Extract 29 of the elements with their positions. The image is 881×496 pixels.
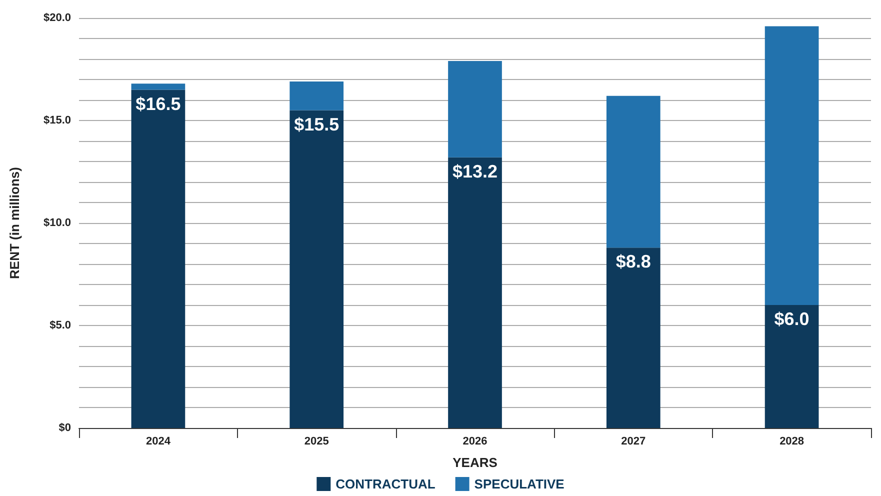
y-tick-label: $15.0 (43, 114, 71, 126)
data-label: $13.2 (452, 161, 498, 182)
legend-label: SPECULATIVE (474, 476, 565, 492)
x-tick-label: 2027 (621, 436, 646, 448)
bar (606, 96, 660, 248)
bar (764, 305, 819, 428)
bar (290, 110, 344, 428)
legend-label: CONTRACTUAL (336, 476, 436, 492)
data-label: $16.5 (136, 94, 181, 114)
y-tick-label: $0 (58, 422, 71, 434)
y-tick-label: $20.0 (43, 12, 71, 24)
data-label: $8.8 (616, 252, 651, 272)
x-tick-label: 2026 (462, 436, 488, 448)
y-tick-label: $5.0 (50, 320, 71, 332)
bar (606, 248, 660, 428)
bar (448, 61, 502, 158)
bar (764, 26, 819, 305)
x-axis-title: YEARS (452, 455, 498, 470)
x-tick-label: 2028 (780, 436, 804, 448)
y-axis-title: RENT (in millions) (7, 167, 22, 279)
x-tick-label: 2025 (304, 436, 329, 448)
x-tick-label: 2024 (146, 436, 172, 448)
bar (131, 90, 186, 428)
data-label: $15.5 (294, 114, 340, 134)
data-label: $6.0 (774, 309, 810, 329)
bar (131, 84, 186, 90)
bar (448, 157, 502, 428)
bar (290, 82, 344, 110)
y-tick-label: $10.0 (43, 217, 71, 229)
